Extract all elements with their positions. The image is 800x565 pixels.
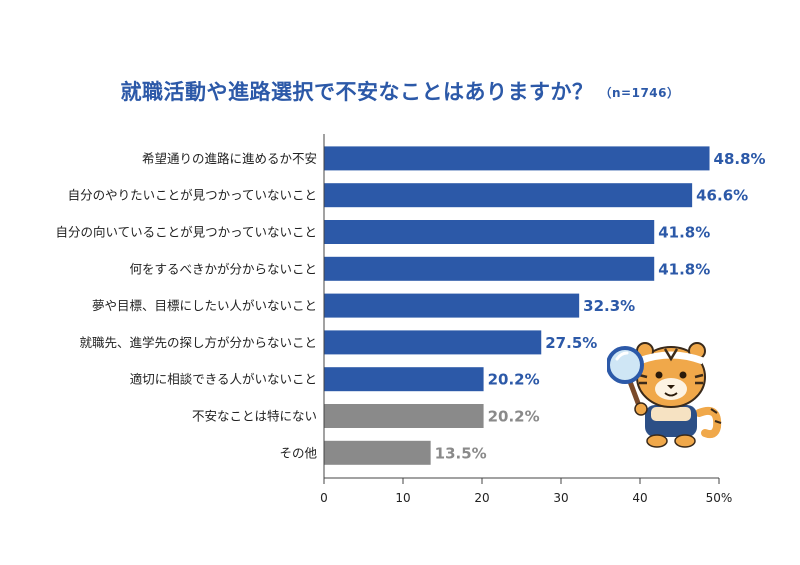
category-label: 不安なことは特にない [192,409,317,424]
value-label: 27.5% [545,334,597,352]
category-label: 希望通りの進路に進めるか不安 [142,151,317,166]
category-label: 適切に相談できる人がいないこと [130,372,317,387]
bar [324,367,484,392]
value-label: 20.2% [488,371,540,389]
x-tick-label: 20 [474,491,489,505]
value-label: 41.8% [658,224,710,242]
x-tick-label: 50% [706,491,733,505]
value-label: 20.2% [488,408,540,426]
tiger-mascot-icon [607,342,722,448]
category-label: その他 [279,445,317,460]
x-tick-label: 40 [632,491,647,505]
category-label: 自分の向いていることが見つかっていないこと [55,225,317,240]
category-label: 何をするべきかが分からないこと [129,261,317,276]
value-label: 46.6% [696,187,748,205]
bar [324,330,542,355]
value-label: 13.5% [435,444,487,462]
value-label: 41.8% [658,260,710,278]
chart-title: 就職活動や進路選択で不安なことはありますか？ （n=1746） [0,76,800,106]
category-label: 就職先、進学先の探し方が分からないこと [79,335,317,350]
bar [324,146,710,171]
x-tick-label: 30 [553,491,568,505]
category-label: 夢や目標、目標にしたい人がいないこと [92,298,317,313]
chart-sample-size: （n=1746） [599,86,680,100]
value-label: 32.3% [583,297,635,315]
bar [324,440,431,465]
value-label: 48.8% [714,150,766,168]
x-tick-label: 10 [395,491,410,505]
bar [324,220,655,244]
bar [324,293,580,318]
chart-title-text: 就職活動や進路選択で不安なことはありますか？ [120,80,594,104]
x-tick-label: 0 [320,491,328,505]
bar [324,183,693,208]
bar [324,404,484,428]
bar [324,256,655,281]
category-label: 自分のやりたいことが見つかっていないこと [68,188,317,203]
